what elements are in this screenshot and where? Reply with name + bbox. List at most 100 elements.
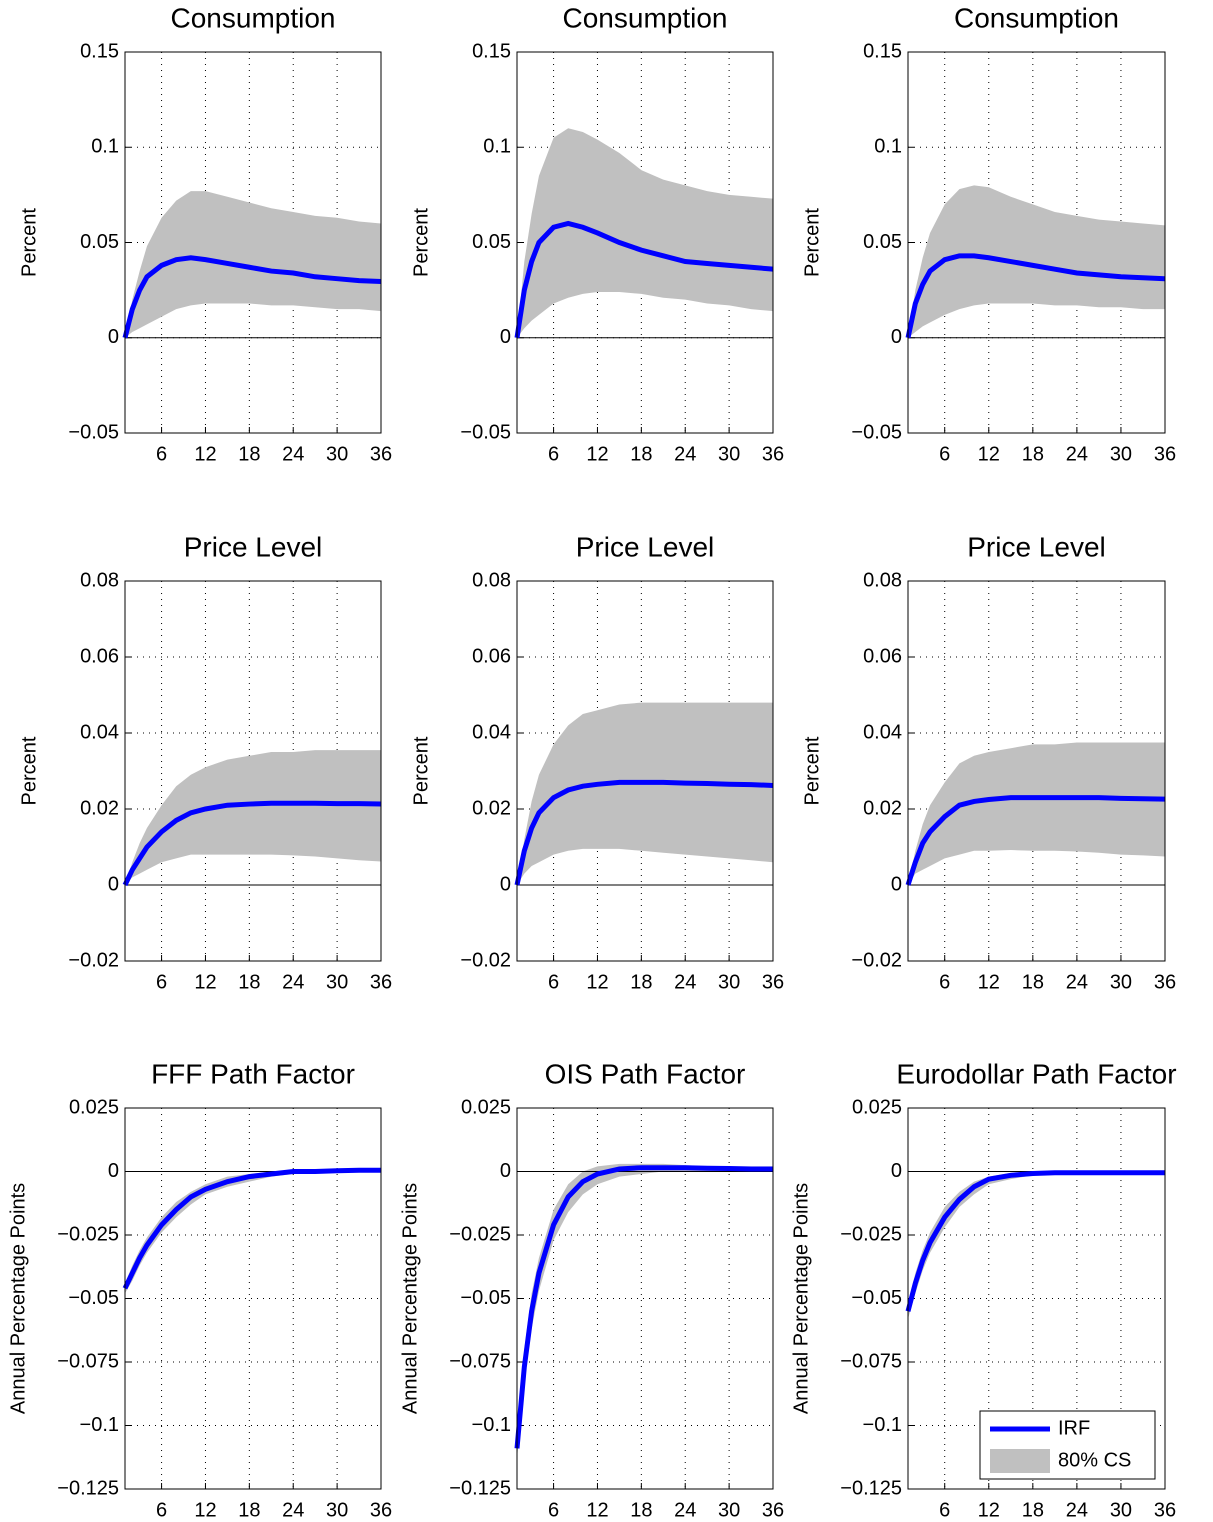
legend-label: 80% CS [1058,1449,1131,1471]
y-tick-label: 0.05 [80,231,119,253]
subplot: FFF Path Factor −0.125 −0.1 −0.075 −0.05 −0.0… [7,1058,392,1521]
x-tick-label: 24 [674,971,696,993]
subplot: Price Level −0.02 0 0.02 0.04 0.06 0.08 6 12 18 24… [801,531,1176,993]
y-tick-label: 0.1 [874,136,902,158]
axes-frame [516,580,774,962]
subplot: Consumption −0.05 0 0.05 0.1 0.15 6 12 18 24 30 36 P… [801,2,1176,465]
x-tick-label: 30 [1110,971,1132,993]
x-tick-label: 24 [282,443,304,465]
y-tick-label: −0.075 [449,1350,511,1372]
x-tick-label: 18 [1022,443,1044,465]
y-tick-label: 0 [891,326,902,348]
x-tick-label: 18 [630,443,652,465]
y-tick-label: 0 [108,326,119,348]
y-tick-label: −0.125 [449,1477,511,1499]
x-tick-label: 6 [939,971,950,993]
y-tick-label: −0.02 [68,949,119,971]
chart-title: Price Level [967,531,1106,562]
subplot: OIS Path Factor −0.125 −0.1 −0.075 −0.05 −0.0… [399,1058,784,1521]
y-tick-label: 0.04 [80,721,119,743]
x-tick-label: 24 [282,971,304,993]
x-tick-label: 24 [1066,971,1088,993]
y-tick-label: 0 [108,1160,119,1182]
y-tick-label: 0.06 [80,645,119,667]
x-tick-label: 18 [238,1499,260,1521]
x-tick-label: 36 [1154,971,1176,993]
y-tick-label: −0.025 [840,1223,902,1245]
chart-title: Price Level [576,531,715,562]
confidence-band [908,742,1165,885]
subplot: Price Level −0.02 0 0.02 0.04 0.06 0.08 6 12 18 24… [18,531,392,993]
y-tick-label: −0.075 [57,1350,119,1372]
chart-title: Price Level [184,531,323,562]
x-tick-label: 24 [282,1499,304,1521]
y-axis-label: Annual Percentage Points [790,1183,812,1414]
y-tick-label: −0.125 [57,1477,119,1499]
irf-line [122,800,382,887]
x-tick-label: 18 [238,971,260,993]
x-tick-label: 6 [156,971,167,993]
y-tick-label: −0.05 [460,1287,511,1309]
y-tick-label: 0.15 [863,40,902,62]
y-tick-label: 0.08 [863,569,902,591]
axes-frame [907,51,1166,434]
x-tick-label: 36 [762,971,784,993]
y-tick-label: 0 [891,1160,902,1182]
x-tick-label: 12 [978,443,1000,465]
y-tick-label: 0.02 [80,797,119,819]
irf-line [514,1165,773,1449]
chart-title: Consumption [563,2,728,33]
axes-frame [124,580,382,962]
y-tick-label: 0 [891,873,902,895]
subplot: Consumption −0.05 0 0.05 0.1 0.15 6 12 18 24 30 36 P… [410,2,784,465]
y-tick-label: −0.05 [68,1287,119,1309]
y-tick-label: 0.04 [472,721,511,743]
subplot: Price Level −0.02 0 0.02 0.04 0.06 0.08 6 12 18 24… [410,531,784,993]
irf-line [905,253,1166,339]
x-tick-label: 18 [630,971,652,993]
x-tick-label: 36 [762,1499,784,1521]
x-tick-label: 36 [370,1499,392,1521]
x-tick-label: 18 [630,1499,652,1521]
y-tick-label: 0.02 [472,797,511,819]
confidence-band [125,191,381,338]
y-axis-label: Percent [410,208,432,277]
y-axis-label: Percent [18,208,40,277]
x-tick-label: 36 [370,971,392,993]
x-tick-label: 12 [586,1499,608,1521]
x-tick-label: 6 [939,1499,950,1521]
x-tick-label: 30 [1110,443,1132,465]
x-tick-label: 36 [762,443,784,465]
confidence-band [517,128,773,338]
y-tick-label: 0.05 [863,231,902,253]
x-tick-label: 30 [718,443,740,465]
y-tick-label: 0.05 [472,231,511,253]
y-tick-label: −0.1 [472,1414,511,1436]
x-tick-label: 6 [156,1499,167,1521]
y-tick-label: 0.08 [80,569,119,591]
y-tick-label: 0.025 [461,1096,511,1118]
x-tick-label: 12 [978,1499,1000,1521]
x-tick-label: 18 [238,443,260,465]
irf-line [514,779,774,886]
x-tick-label: 18 [1022,971,1044,993]
x-tick-label: 18 [1022,1499,1044,1521]
x-tick-label: 12 [978,971,1000,993]
y-tick-label: −0.02 [460,949,511,971]
x-tick-label: 30 [326,971,348,993]
chart-title: FFF Path Factor [151,1058,355,1089]
irf-line [514,220,774,339]
y-tick-label: 0.025 [852,1096,902,1118]
y-tick-label: 0.1 [483,136,511,158]
x-tick-label: 24 [674,1499,696,1521]
x-tick-label: 30 [718,1499,740,1521]
y-tick-label: 0.15 [472,40,511,62]
x-tick-label: 6 [939,443,950,465]
y-axis-label: Percent [410,736,432,805]
y-tick-label: 0 [500,1160,511,1182]
irf-line [905,1170,1165,1312]
y-tick-label: −0.05 [460,421,511,443]
legend-label: IRF [1058,1417,1090,1439]
y-tick-label: 0.1 [91,136,119,158]
